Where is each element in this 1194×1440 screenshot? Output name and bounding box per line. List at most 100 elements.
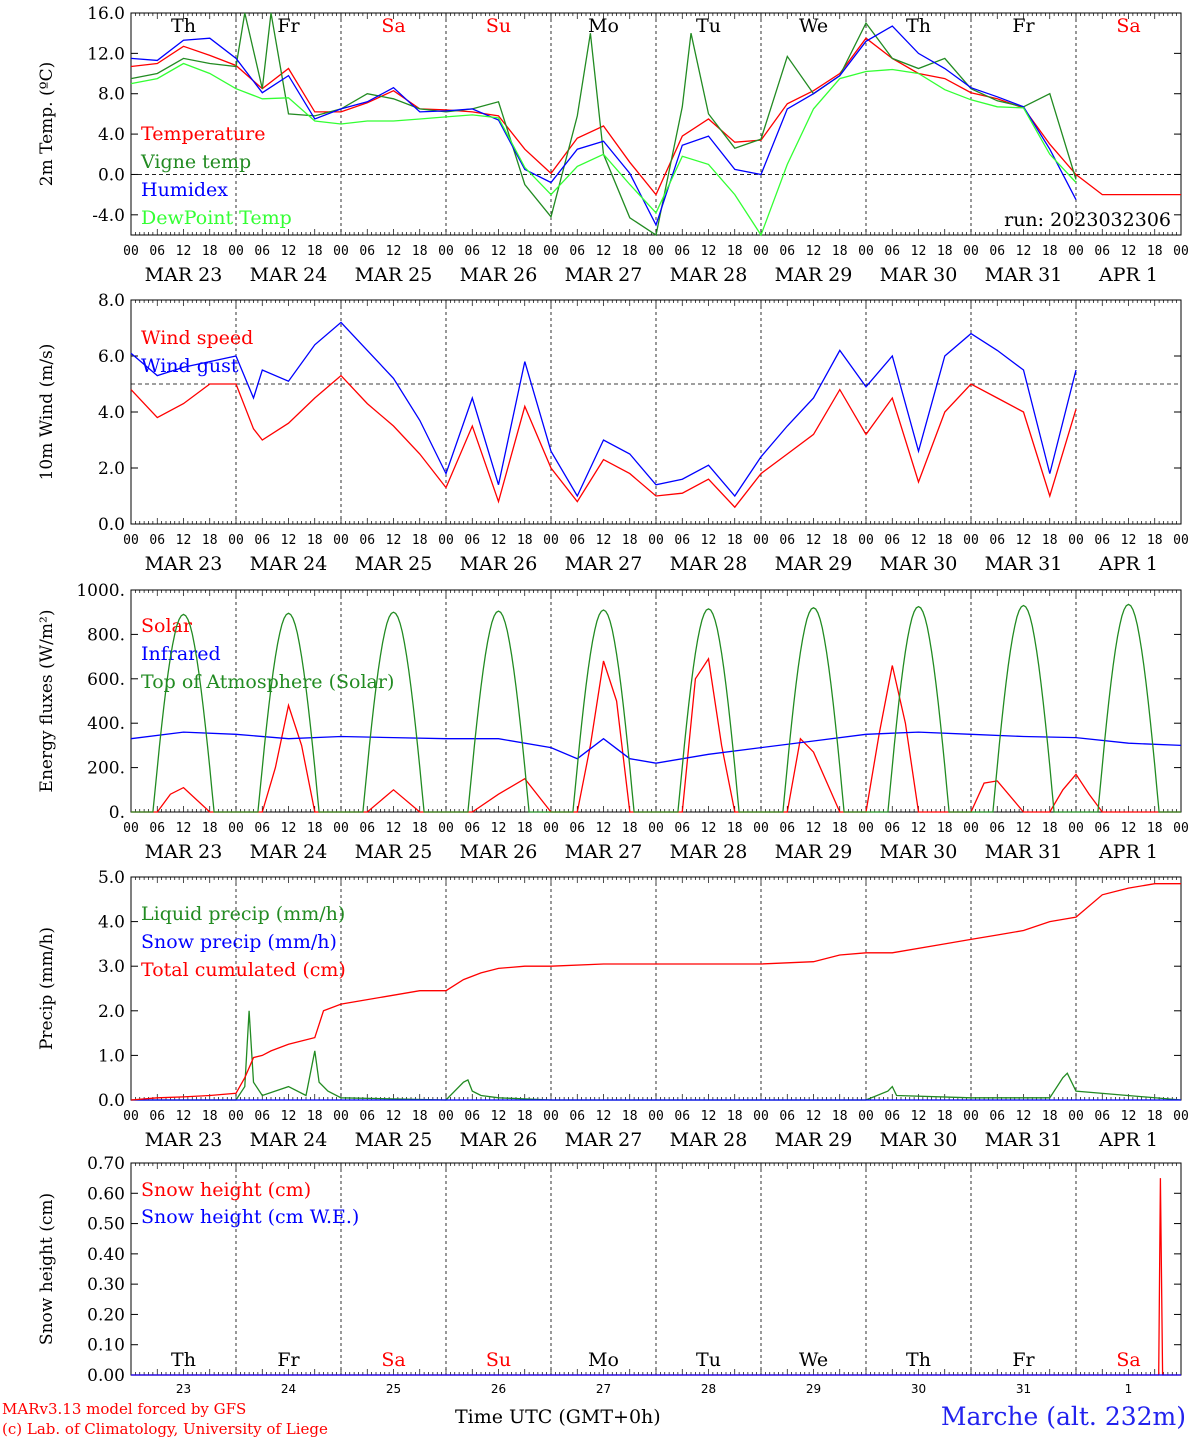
y-tick-label: 1.0: [98, 1046, 125, 1066]
y-tick-label: 0.0: [98, 1091, 125, 1111]
date-label: MAR 28: [670, 264, 748, 286]
y-axis-label: Precip (mm/h): [37, 927, 57, 1050]
hour-label: 00: [963, 1109, 979, 1124]
y-tick-label: 0.0: [98, 165, 125, 185]
hour-label: 06: [884, 244, 900, 259]
hour-label: 00: [438, 821, 454, 836]
hour-label: 00: [1173, 244, 1189, 259]
legend-entry: Liquid precip (mm/h): [141, 903, 345, 925]
hour-label: 18: [307, 821, 323, 836]
hour-label: 18: [202, 1109, 218, 1124]
hour-label: 12: [281, 1109, 297, 1124]
y-tick-label: -4.0: [92, 206, 125, 226]
hour-label: 06: [359, 821, 375, 836]
date-label: MAR 29: [775, 264, 853, 286]
hour-label: 18: [202, 244, 218, 259]
hour-label: 12: [386, 533, 402, 548]
hour-label: 06: [464, 244, 480, 259]
hour-label: 18: [1147, 244, 1163, 259]
date-label: MAR 23: [145, 264, 223, 286]
legend-entry: Total cumulated (cm): [141, 959, 346, 981]
hour-label: 06: [254, 821, 270, 836]
hour-label: 00: [1068, 1109, 1084, 1124]
hour-label: 12: [386, 1109, 402, 1124]
hour-label: 18: [412, 244, 428, 259]
hour-label: 12: [701, 821, 717, 836]
date-label: APR 1: [1098, 841, 1158, 863]
weekday-label: Su: [486, 1349, 511, 1371]
series-line: [130, 731, 1182, 764]
date-label: MAR 29: [775, 553, 853, 575]
hour-label: 00: [858, 244, 874, 259]
hour-label: 12: [281, 533, 297, 548]
date-label: MAR 27: [565, 264, 643, 286]
hour-label: 12: [911, 244, 927, 259]
hour-label: 00: [858, 821, 874, 836]
y-tick-label: 4.0: [98, 913, 125, 933]
time-axis-label: Time UTC (GMT+0h): [455, 1406, 661, 1428]
hour-label: 00: [333, 821, 349, 836]
hour-label: 00: [543, 244, 559, 259]
hour-label: 12: [596, 533, 612, 548]
hour-label: 00: [753, 244, 769, 259]
date-label: MAR 25: [355, 1129, 433, 1151]
hour-label: 12: [1121, 1109, 1137, 1124]
date-label: MAR 24: [250, 841, 328, 863]
y-tick-label: 5.0: [98, 868, 125, 888]
hour-label: 06: [884, 1109, 900, 1124]
hour-label: 12: [1121, 533, 1137, 548]
hour-label: 00: [228, 1109, 244, 1124]
legend-entry: Snow height (cm): [141, 1179, 311, 1201]
y-tick-label: 200.: [87, 759, 125, 779]
hour-label: 12: [701, 1109, 717, 1124]
y-tick-label: 0.10: [87, 1336, 125, 1356]
hour-label: 12: [701, 244, 717, 259]
series-line: [130, 883, 1181, 1101]
hour-label: 18: [1147, 821, 1163, 836]
hour-label: 06: [1094, 821, 1110, 836]
weekday-label: Su: [486, 15, 511, 37]
run-annotation: run: 2023032306: [1004, 209, 1171, 231]
weekday-label: Fr: [277, 1349, 300, 1371]
date-label: MAR 30: [880, 553, 958, 575]
hour-label: 12: [701, 533, 717, 548]
date-label: MAR 27: [565, 553, 643, 575]
date-label: MAR 24: [250, 1129, 328, 1151]
station-label: Marche (alt. 232m): [940, 1402, 1186, 1431]
hour-label: 06: [359, 1109, 375, 1124]
weekday-label: Fr: [1012, 15, 1035, 37]
date-label: MAR 29: [775, 841, 853, 863]
series-line: [131, 1010, 1182, 1101]
hour-label: 12: [386, 821, 402, 836]
date-label: MAR 29: [775, 1129, 853, 1151]
hour-label: 18: [937, 1109, 953, 1124]
y-tick-label: 800.: [87, 625, 125, 645]
y-axis-label: Energy fluxes (W/m²): [37, 610, 57, 793]
hour-label: 18: [1147, 1109, 1163, 1124]
hour-label: 00: [858, 533, 874, 548]
hour-label: 18: [727, 821, 743, 836]
date-label: MAR 28: [670, 1129, 748, 1151]
hour-label: 06: [779, 244, 795, 259]
hour-label: 06: [989, 244, 1005, 259]
model-credit: MARv3.13 model forced by GFS: [2, 1400, 247, 1418]
hour-label: 00: [228, 244, 244, 259]
hour-label: 06: [674, 533, 690, 548]
hour-label: 18: [727, 244, 743, 259]
weekday-label: Th: [906, 15, 931, 37]
hour-label: 06: [989, 821, 1005, 836]
legend-entry: DewPoint Temp: [141, 207, 292, 229]
y-axis-label: 10m Wind (m/s): [37, 344, 57, 481]
hour-label: 18: [832, 244, 848, 259]
y-tick-label: 8.0: [98, 291, 125, 311]
weekday-label: Th: [906, 1349, 931, 1371]
hour-label: 18: [307, 1109, 323, 1124]
weekday-label: Sa: [381, 15, 405, 37]
series-line: [130, 12, 1077, 237]
y-tick-label: 600.: [87, 670, 125, 690]
hour-label: 12: [176, 1109, 192, 1124]
hour-label: 12: [596, 244, 612, 259]
hour-label: 18: [727, 533, 743, 548]
hour-label: 00: [438, 244, 454, 259]
